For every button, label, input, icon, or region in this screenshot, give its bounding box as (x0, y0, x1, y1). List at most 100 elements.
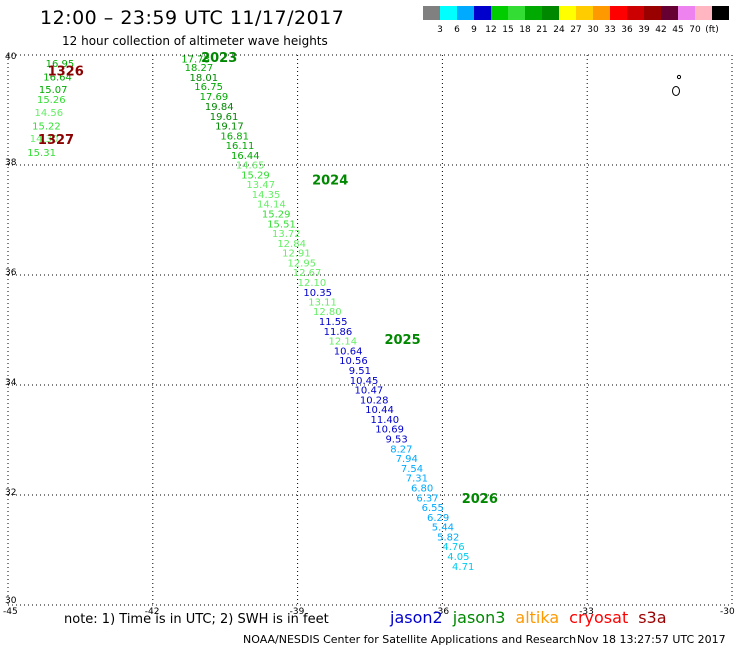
legend-label: 9 (471, 25, 477, 35)
legend-label: 42 (655, 25, 667, 35)
map-subtitle: 12 hour collection of altimeter wave hei… (62, 34, 328, 48)
satellite-name: jason3 (452, 608, 506, 627)
lon-tick-label: -45 (3, 607, 18, 617)
legend-swatch (508, 6, 525, 20)
legend-label: 24 (553, 25, 565, 35)
wave-height-value: 6.29 (427, 513, 449, 524)
lat-tick-label: 40 (5, 52, 17, 62)
wave-height-value: 10.56 (339, 356, 368, 367)
legend-swatch (474, 6, 491, 20)
lon-tick-label: -33 (579, 607, 594, 617)
wave-height-value: 19.61 (210, 112, 239, 123)
wave-height-value: 11.86 (324, 327, 353, 338)
wave-height-value: 13.47 (246, 180, 275, 191)
wave-height-value: 15.29 (241, 170, 270, 181)
legend-label: 33 (604, 25, 616, 35)
wave-height-value: 12.91 (282, 249, 311, 260)
wave-height-value: 16.75 (194, 82, 223, 93)
wave-height-value: 14.14 (257, 200, 286, 211)
wave-height-value: 10.28 (360, 395, 389, 406)
wave-height-value: 15.26 (37, 95, 66, 106)
wave-height-value: 12.10 (298, 278, 327, 289)
lon-tick-label: -39 (290, 607, 305, 617)
wave-height-value: 4.05 (447, 552, 469, 563)
legend-label: 30 (587, 25, 599, 35)
satellite-legend: jason2 jason3 altika cryosat s3a (390, 608, 677, 627)
legend-label: 12 (485, 25, 497, 35)
track-id-label: 1327 (38, 133, 74, 148)
wave-height-value: 7.31 (406, 474, 428, 485)
legend-label: 36 (621, 25, 633, 35)
wave-height-value: 5.44 (432, 522, 454, 533)
wave-height-value: 11.40 (370, 415, 399, 426)
wave-height-value: 12.14 (328, 337, 357, 348)
wave-height-value: 10.44 (365, 405, 394, 416)
wave-height-value: 8.27 (390, 444, 412, 455)
legend-swatch (695, 6, 712, 20)
axis-tick-labels: -45 -42 -39 -36 -33 -30 40 38 36 34 32 30 (3, 52, 735, 617)
map-title: 12:00 – 23:59 UTC 11/17/2017 (40, 7, 345, 29)
legend-swatch (423, 6, 440, 20)
map-grid (7, 54, 733, 606)
legend-label: 70 (689, 25, 701, 35)
wave-height-value: 11.55 (319, 317, 348, 328)
track-id-label: 2024 (312, 173, 348, 188)
legend-swatch (712, 6, 729, 20)
wave-height-value: 16.11 (226, 141, 255, 152)
wave-height-value: 13.72 (272, 229, 301, 240)
wave-height-value: 7.94 (396, 454, 418, 465)
legend-swatch (542, 6, 559, 20)
wave-height-value: 5.82 (437, 532, 459, 543)
legend-swatch (678, 6, 695, 20)
wave-height-value: 14.30 (30, 134, 59, 145)
legend-swatch (491, 6, 508, 20)
legend-label: 27 (570, 25, 582, 35)
island-marker (672, 74, 682, 96)
wave-height-value: 12.95 (287, 258, 316, 269)
legend-label: 6 (454, 25, 460, 35)
wave-height-value: 12.80 (313, 307, 342, 318)
wave-height-value: 4.76 (442, 542, 464, 553)
wave-height-value: 17.69 (200, 92, 229, 103)
legend-swatch (525, 6, 542, 20)
wave-height-value: 14.56 (35, 108, 64, 119)
track-id-label: 2023 (201, 51, 237, 66)
wave-height-value: 13.11 (308, 298, 337, 309)
track-labels: 1326 1327 2023 2024 2025 2026 (38, 51, 498, 507)
wave-height-value: 9.51 (349, 366, 371, 377)
legend-label: 15 (502, 25, 514, 35)
lat-tick-label: 30 (5, 596, 17, 606)
wave-height-value: 18.01 (189, 73, 218, 84)
credit-line: NOAA/NESDIS Center for Satellite Applica… (243, 633, 577, 646)
lat-tick-label: 38 (5, 158, 17, 168)
legend-swatch (593, 6, 610, 20)
legend-swatch (440, 6, 457, 20)
wave-height-value: 9.53 (385, 434, 407, 445)
wave-height-value: 19.84 (205, 102, 234, 113)
satellite-name: jason2 (390, 608, 443, 627)
wave-height-value: 17.78 (181, 54, 210, 65)
wave-height-value: 7.54 (401, 464, 423, 475)
wave-height-value: 10.35 (303, 288, 332, 299)
wave-height-value: 15.31 (27, 148, 56, 159)
lon-tick-label: -42 (145, 607, 160, 617)
legend-swatch (610, 6, 627, 20)
wave-height-value: 18.27 (185, 63, 214, 74)
track-id-label: 2026 (462, 492, 498, 507)
lat-tick-label: 36 (5, 268, 17, 278)
wave-height-value: 6.55 (422, 503, 444, 514)
wave-height-value: 16.64 (43, 72, 72, 83)
wave-height-value: 14.35 (252, 190, 281, 201)
wave-height-value: 6.80 (411, 483, 433, 494)
legend-swatch (661, 6, 678, 20)
wave-height-value: 14.65 (236, 161, 265, 172)
footer-note: note: 1) Time is in UTC; 2) SWH is in fe… (64, 612, 329, 627)
lon-tick-label: -30 (720, 607, 735, 617)
wave-height-value: 15.29 (262, 210, 291, 221)
legend-swatch (644, 6, 661, 20)
wave-height-value: 16.95 (46, 59, 75, 70)
legend-label: (ft) (705, 25, 719, 35)
legend-label: 3 (437, 25, 443, 35)
